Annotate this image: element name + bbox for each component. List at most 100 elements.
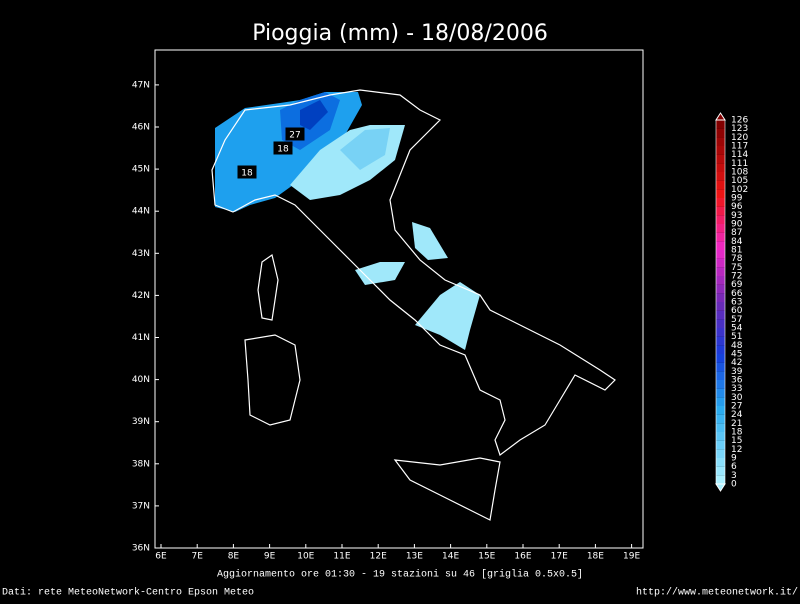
- colorbar-segment: [716, 414, 725, 424]
- colorbar-label: 111: [731, 159, 748, 169]
- colorbar-segment: [716, 137, 725, 146]
- colorbar-segment: [716, 146, 725, 155]
- colorbar-label: 60: [731, 306, 743, 316]
- lon-tick-label: 17E: [551, 552, 568, 562]
- contour-label: 27: [289, 131, 300, 141]
- colorbar-segment: [716, 206, 725, 216]
- colorbar-segment: [716, 371, 725, 380]
- colorbar-label: 9: [731, 454, 737, 464]
- colorbar-segment: [716, 180, 725, 190]
- colorbar-segment: [716, 380, 725, 389]
- colorbar-label: 102: [731, 185, 748, 195]
- lon-tick-label: 15E: [478, 552, 495, 562]
- contour-label: 18: [241, 169, 253, 179]
- italy-outline: [211, 89, 616, 456]
- colorbar-segment: [716, 397, 725, 406]
- colorbar-label: 126: [731, 116, 748, 126]
- colorbar-label: 54: [731, 324, 743, 334]
- colorbar-arrow: [715, 112, 726, 121]
- colorbar-label: 42: [731, 358, 742, 368]
- colorbar-segment: [716, 172, 725, 181]
- colorbar-label: 57: [731, 315, 742, 325]
- colorbar-label: 33: [731, 384, 742, 394]
- lat-tick-label: 45N: [132, 165, 150, 175]
- colorbar-segment: [716, 310, 725, 320]
- colorbar-segment: [716, 284, 725, 294]
- colorbar-segment: [716, 232, 725, 242]
- data-source: Dati: rete MeteoNetwork-Centro Epson Met…: [2, 587, 254, 599]
- colorbar-label: 84: [731, 237, 743, 247]
- rain-area: [340, 128, 390, 170]
- colorbar-segment: [716, 466, 725, 476]
- lat-tick-label: 36N: [132, 544, 150, 554]
- colorbar-segment: [716, 250, 725, 259]
- lon-tick-label: 12E: [370, 552, 387, 562]
- colorbar-label: 96: [731, 202, 743, 212]
- lat-tick-label: 46N: [132, 123, 150, 133]
- colorbar-label: 21: [731, 419, 742, 429]
- colorbar-label: 18: [731, 428, 743, 438]
- rain-area: [300, 100, 328, 130]
- colorbar-label: 120: [731, 133, 748, 143]
- colorbar-label: 123: [731, 124, 748, 134]
- site-url: http://www.meteonetwork.it/: [636, 587, 798, 599]
- colorbar-label: 81: [731, 246, 742, 256]
- colorbar-label: 51: [731, 332, 742, 342]
- colorbar-label: 24: [731, 410, 743, 420]
- contour-label-boxes: [237, 127, 305, 179]
- lon-tick-label: 16E: [514, 552, 531, 562]
- lat-tick-label: 44N: [132, 207, 150, 217]
- colorbar-label: 39: [731, 367, 743, 377]
- lon-tick-label: 14E: [442, 552, 459, 562]
- colorbar-segment: [716, 458, 725, 467]
- colorbar-segment: [716, 440, 725, 450]
- colorbar-label: 48: [731, 341, 743, 351]
- colorbar-label: 93: [731, 211, 742, 221]
- lon-tick-label: 11E: [333, 552, 350, 562]
- colorbar-label: 27: [731, 402, 742, 412]
- colorbar-label: 105: [731, 176, 748, 186]
- lon-tick-label: 9E: [264, 552, 276, 562]
- colorbar-segment: [716, 354, 725, 363]
- lon-tick-label: 6E: [155, 552, 167, 562]
- colorbar-segment: [716, 189, 725, 198]
- colorbar-segment: [716, 406, 725, 415]
- colorbar-segment: [716, 475, 725, 484]
- rain-areas: [215, 92, 480, 350]
- colorbar-segment: [716, 328, 725, 337]
- colorbar-segment: [716, 267, 725, 276]
- colorbar-segment: [716, 128, 725, 138]
- colorbar-label: 69: [731, 280, 743, 290]
- lat-tick-label: 40N: [132, 375, 150, 385]
- colorbar-segment: [716, 362, 725, 372]
- update-info: Aggiornamento ore 01:30 - 19 stazioni su…: [217, 569, 583, 581]
- colorbar-segment: [716, 241, 725, 250]
- colorbar-frame: [715, 119, 726, 485]
- colorbar-segment: [716, 302, 725, 311]
- colorbar-segment: [716, 215, 725, 224]
- colorbar-label: 66: [731, 289, 743, 299]
- colorbar-segment: [716, 345, 725, 354]
- colorbar-segment: [716, 388, 725, 398]
- corsica-outline: [257, 254, 279, 321]
- colorbar-label: 75: [731, 263, 742, 273]
- colorbar-label: 36: [731, 376, 743, 386]
- colorbar-label: 90: [731, 220, 743, 230]
- colorbar-segment: [716, 336, 725, 346]
- title: Pioggia (mm) - 18/08/2006: [252, 21, 548, 46]
- sardinia-outline: [244, 334, 301, 426]
- coastlines: [211, 89, 616, 521]
- colorbar-segment: [716, 423, 725, 432]
- rain-area: [355, 262, 405, 285]
- colorbar-segment: [716, 120, 725, 129]
- colorbar-segment: [716, 224, 725, 233]
- colorbar-segment: [716, 449, 725, 458]
- colorbar-label: 6: [731, 462, 737, 472]
- lat-tick-label: 38N: [132, 459, 150, 469]
- colorbar-segment: [716, 319, 725, 328]
- colorbar-segment: [716, 163, 725, 172]
- colorbar-label: 30: [731, 393, 743, 403]
- lat-tick-label: 39N: [132, 417, 150, 427]
- lat-tick-label: 47N: [132, 80, 150, 90]
- colorbar-label: 0: [731, 480, 737, 490]
